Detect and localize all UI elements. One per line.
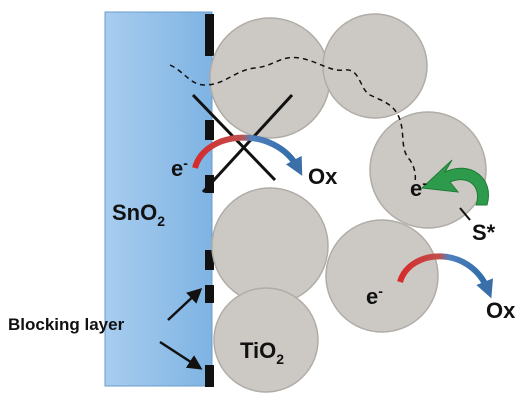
ox-label: Ox — [486, 298, 516, 323]
s-star-label: S* — [472, 220, 496, 245]
particle — [211, 187, 329, 305]
blocking-bar — [205, 14, 214, 56]
electron-label: e- — [171, 155, 188, 181]
particle — [369, 111, 487, 229]
tio2-label: TiO2 — [240, 338, 284, 367]
blocking-bar — [205, 285, 214, 303]
blocking-bar — [205, 365, 214, 387]
blocking-layer-label: Blocking layer — [8, 315, 125, 334]
pointer-arrow — [167, 287, 203, 321]
particle — [325, 219, 439, 333]
particles — [209, 13, 487, 393]
recombination-arrow — [192, 134, 303, 176]
recombination-arrow — [397, 253, 494, 299]
electron-label: e- — [366, 283, 383, 309]
particle — [322, 13, 428, 119]
ox-label: Ox — [308, 164, 338, 189]
sno2-layer — [104, 11, 213, 387]
blocking-bar — [205, 120, 214, 140]
blocking-bar — [205, 250, 214, 270]
electron-path — [169, 56, 417, 183]
sno2-label: SnO2 — [112, 200, 165, 229]
pointer-line — [459, 207, 471, 221]
injection-arrow — [420, 159, 489, 206]
pointer-arrow — [159, 340, 203, 370]
particle — [213, 287, 319, 393]
electron-label: e- — [410, 175, 427, 201]
